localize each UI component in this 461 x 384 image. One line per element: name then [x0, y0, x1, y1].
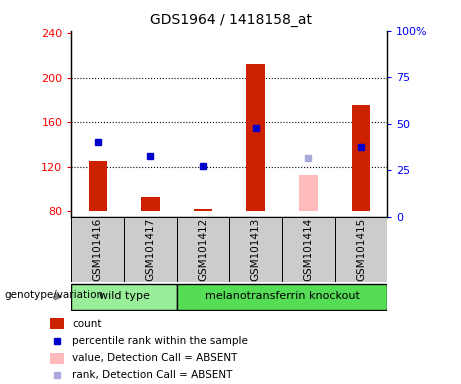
Bar: [177, 284, 387, 310]
Bar: [299, 175, 318, 211]
Text: count: count: [72, 318, 102, 329]
Bar: [89, 161, 107, 211]
Text: percentile rank within the sample: percentile rank within the sample: [72, 336, 248, 346]
Text: rank, Detection Call = ABSENT: rank, Detection Call = ABSENT: [72, 370, 233, 381]
Text: GSM101414: GSM101414: [303, 218, 313, 281]
Text: GSM101417: GSM101417: [145, 218, 155, 281]
Bar: [352, 106, 370, 211]
Text: GSM101415: GSM101415: [356, 218, 366, 281]
Bar: [335, 217, 387, 282]
Text: melanotransferrin knockout: melanotransferrin knockout: [205, 291, 360, 301]
Text: value, Detection Call = ABSENT: value, Detection Call = ABSENT: [72, 353, 238, 363]
Bar: [141, 197, 160, 211]
Bar: [71, 284, 177, 310]
Bar: [194, 209, 212, 211]
Text: GSM101412: GSM101412: [198, 218, 208, 281]
Bar: [247, 64, 265, 211]
Text: wild type: wild type: [99, 291, 149, 301]
Bar: [177, 217, 229, 282]
Text: GDS1964 / 1418158_at: GDS1964 / 1418158_at: [149, 13, 312, 27]
Bar: [71, 217, 124, 282]
Text: GSM101413: GSM101413: [251, 218, 260, 281]
Text: genotype/variation: genotype/variation: [5, 290, 104, 300]
Bar: [50, 353, 65, 364]
Text: GSM101416: GSM101416: [93, 218, 103, 281]
Bar: [229, 217, 282, 282]
Bar: [50, 318, 65, 329]
Bar: [282, 217, 335, 282]
Bar: [124, 217, 177, 282]
